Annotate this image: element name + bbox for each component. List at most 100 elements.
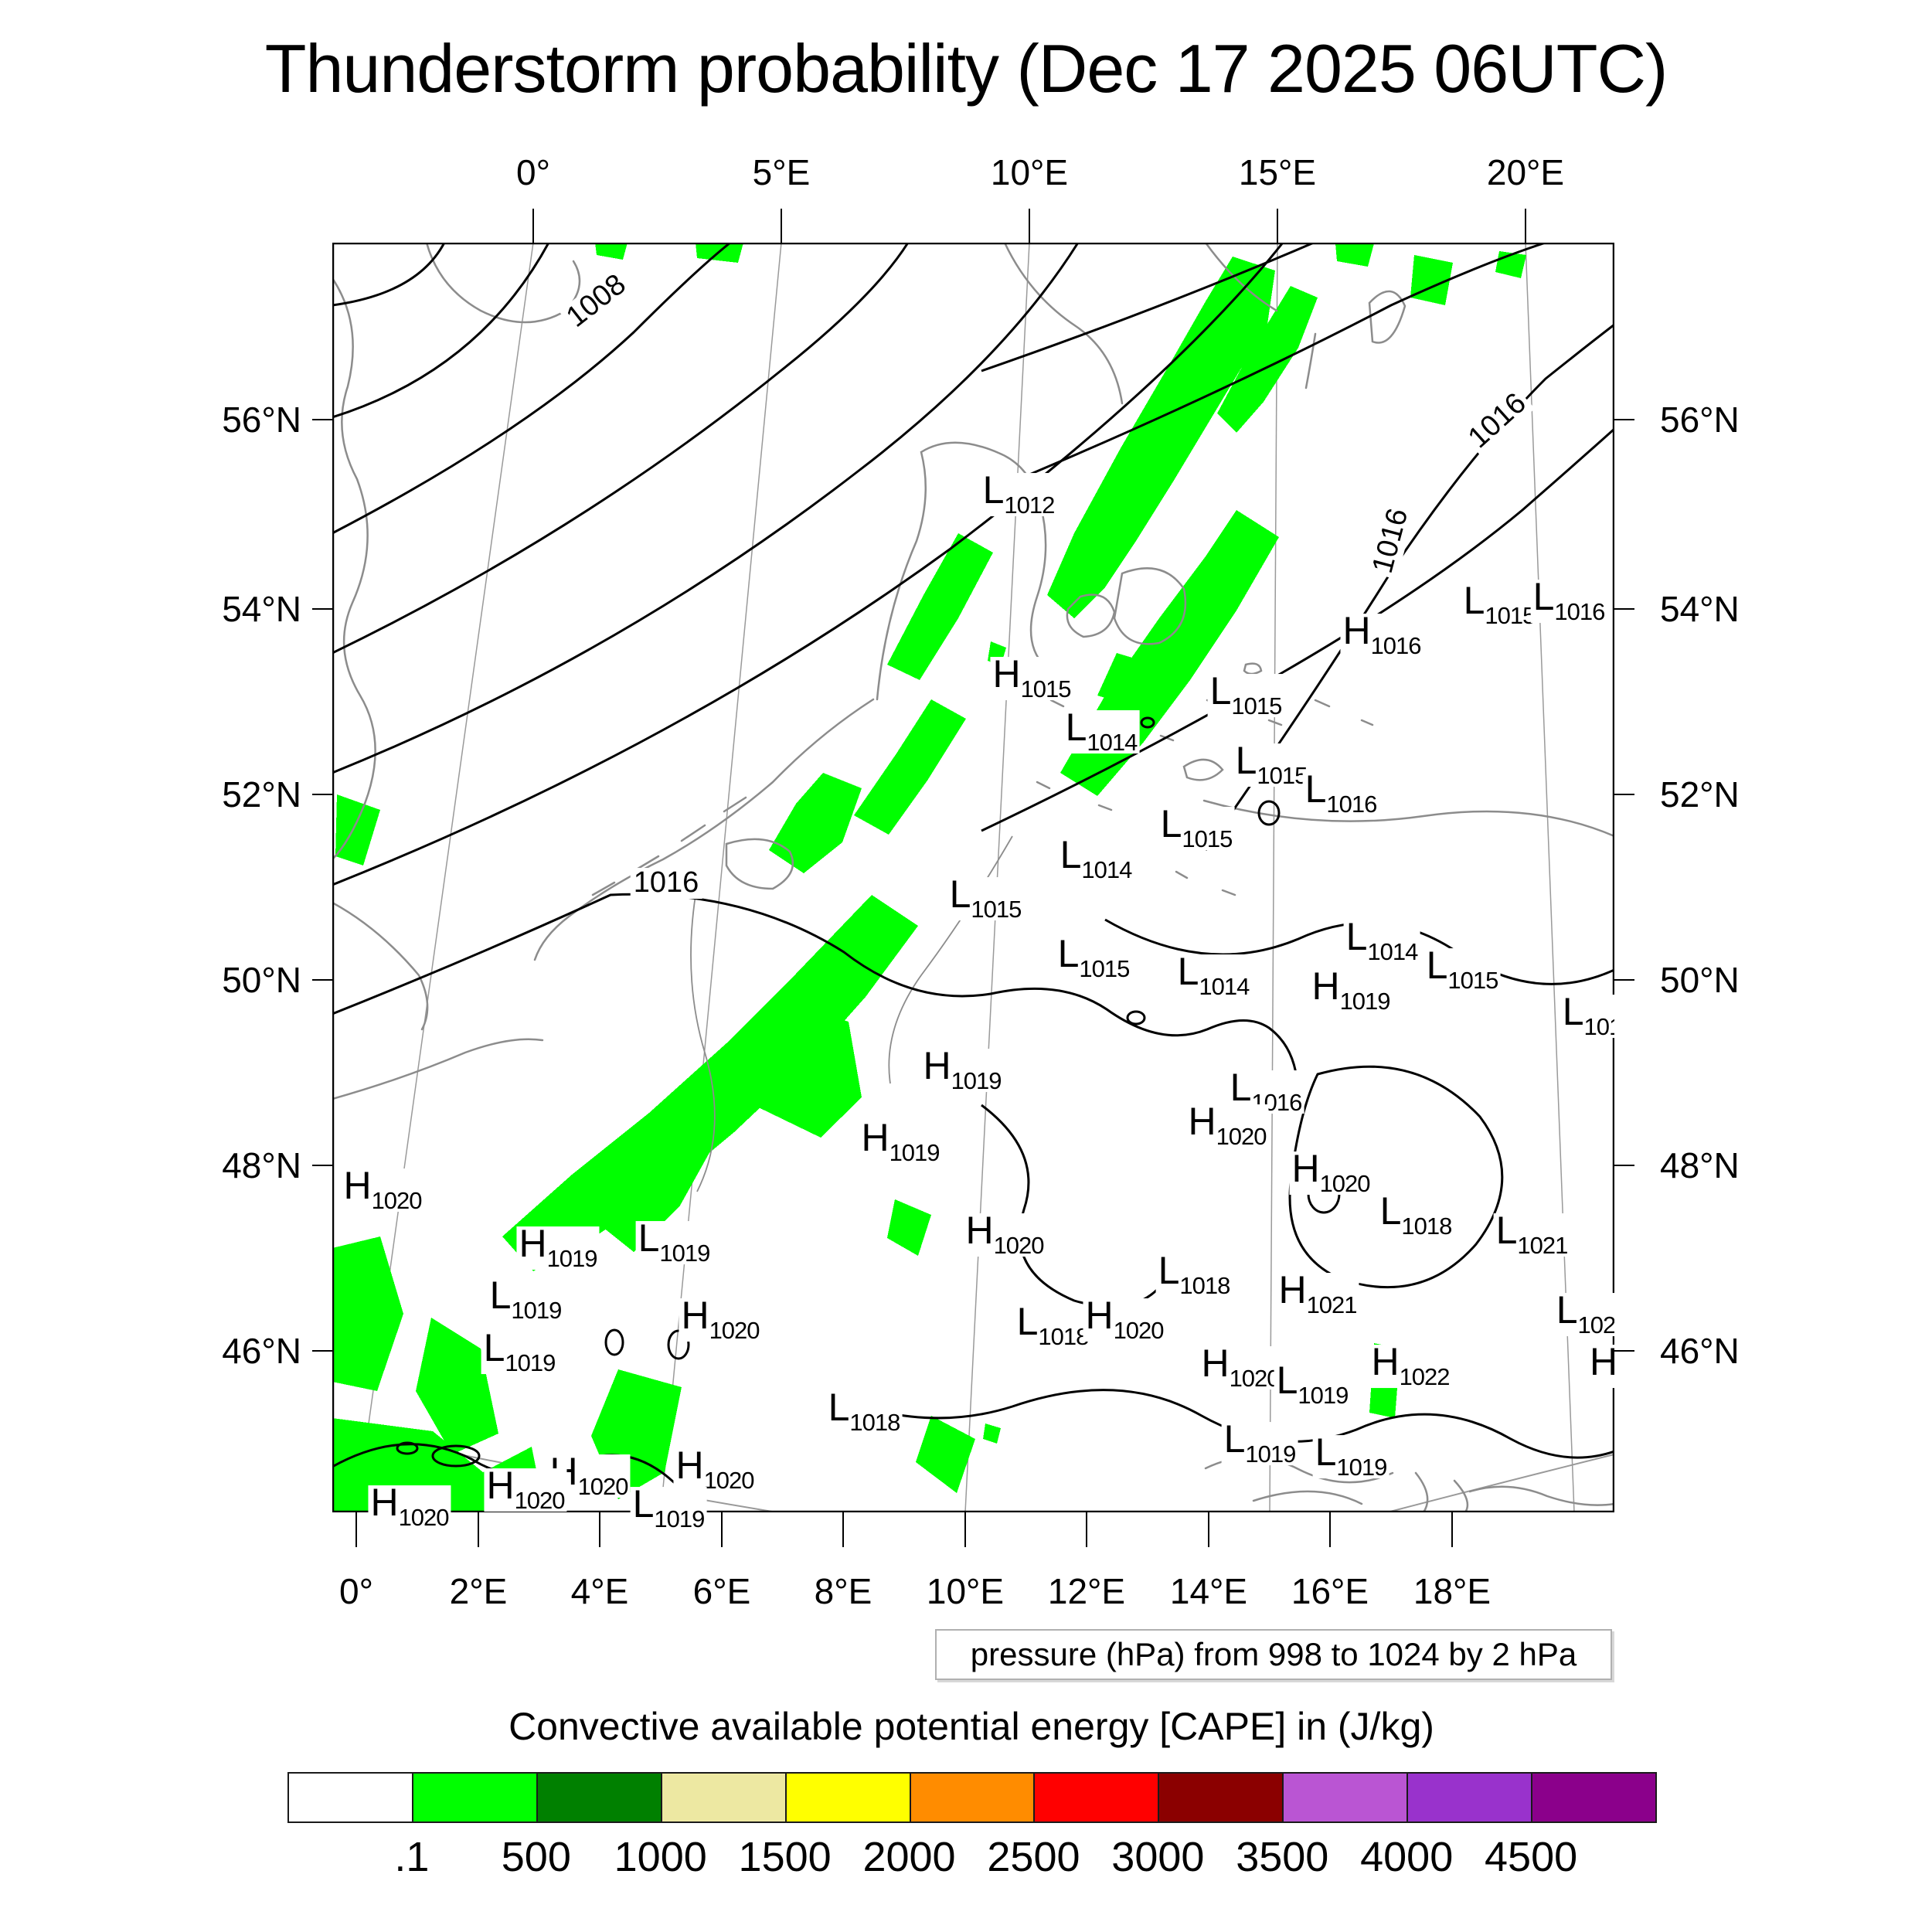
coastline (1243, 662, 1263, 675)
pressure-center-letter: H (681, 1294, 709, 1338)
pressure-center-letter: L (1304, 767, 1327, 811)
colorbar-tick-label: 2500 (987, 1834, 1080, 1880)
bottom-axis-tick (1086, 1512, 1087, 1547)
isobar-closed-contour (396, 1441, 419, 1455)
domain-boundary-arc (1386, 1454, 1614, 1512)
pressure-center-value: 1014 (1087, 729, 1138, 757)
pressure-center-letter: H (343, 1164, 372, 1208)
pressure-center-value: 1020 (993, 1232, 1045, 1260)
pressure-center-letter: H (1291, 1147, 1320, 1191)
pressure-center-letter: L (1177, 950, 1199, 994)
pressure-center-letter: L (1345, 915, 1368, 959)
colorbar-tick-label: 4500 (1485, 1834, 1578, 1880)
pressure-center-letter: H (965, 1209, 994, 1253)
map-canvas (332, 243, 1614, 1512)
pressure-center-label: L1019 (630, 1485, 707, 1531)
pressure-center-label: L1015 (1423, 946, 1501, 992)
pressure-center-value: 1018 (1179, 1272, 1230, 1300)
pressure-center-letter: H (1342, 609, 1371, 653)
cape-filled-area (1217, 286, 1318, 433)
coastline (1368, 290, 1406, 344)
pressure-center-label: L1014 (1057, 835, 1134, 882)
colorbar-tick-label: 2000 (862, 1834, 956, 1880)
pressure-center-label: L1014 (1063, 708, 1140, 757)
pressure-center-value: 1020 (371, 1187, 423, 1215)
pressure-center-value: 1019 (659, 1240, 710, 1267)
bottom-axis-tick (599, 1512, 600, 1547)
pressure-center-letter: L (1158, 1249, 1180, 1293)
top-axis-tick (781, 209, 782, 243)
isobar-contour (1204, 323, 1614, 851)
coastline (533, 698, 875, 961)
bottom-axis-label: 16°E (1291, 1571, 1369, 1611)
coastline (332, 1038, 544, 1100)
pressure-center-label: H1020 (1083, 1296, 1166, 1342)
colorbar-title: Convective available potential energy [C… (509, 1705, 1434, 1748)
pressure-center-label: L1014 (1343, 917, 1420, 964)
pressure-center-label: L1019 (1221, 1420, 1298, 1468)
pressure-center-letter: H (1201, 1342, 1230, 1386)
pressure-center-label: L1021 (1493, 1211, 1570, 1260)
bottom-axis-label: 0° (339, 1571, 373, 1611)
pressure-center-label: H1019 (516, 1224, 600, 1273)
river (690, 885, 716, 1192)
left-axis-tick (312, 1350, 332, 1352)
pressure-center-value: 1019 (1245, 1440, 1296, 1468)
left-axis-tick (312, 1165, 332, 1166)
colorbar-cell (784, 1772, 911, 1823)
pressure-center-label: L1015 (1461, 581, 1538, 628)
isobar-inline-label: 1016 (1461, 386, 1535, 457)
top-axis-label: 15°E (1238, 152, 1317, 192)
top-axis-tick (1525, 209, 1526, 243)
pressure-center-label: H1020 (1185, 1102, 1269, 1148)
coastline (1066, 594, 1116, 638)
pressure-center-letter: H (519, 1222, 547, 1266)
coastline (1202, 799, 1614, 838)
isobar-closed-contour (431, 1444, 481, 1468)
pressure-center-letter: L (1495, 1209, 1518, 1253)
colorbar-tick-label: 4000 (1360, 1834, 1454, 1880)
pressure-center-label: H1020 (341, 1166, 424, 1215)
pressure-legend-box: pressure (hPa) from 998 to 1024 by 2 hPa (935, 1629, 1612, 1680)
pressure-center-value: 1019 (546, 1245, 598, 1273)
cape-filled-area (1097, 653, 1155, 707)
pressure-center-value: 1020 (1229, 1365, 1281, 1393)
top-axis-label: 5°E (752, 152, 811, 192)
pressure-center-letter: H (1311, 964, 1340, 1009)
colorbar-cell (1406, 1772, 1533, 1823)
bottom-axis-tick (964, 1512, 966, 1547)
left-axis-tick (312, 419, 332, 420)
left-axis-label: 56°N (222, 400, 301, 440)
pressure-center-value: 1021 (1517, 1232, 1568, 1260)
pressure-center-value: 1018 (1401, 1213, 1452, 1240)
coastline (332, 901, 429, 1031)
pressure-center-label: H1019 (920, 1046, 1004, 1095)
pressure-center-value: 1020 (398, 1504, 450, 1532)
colorbar-cell (909, 1772, 1036, 1823)
pressure-center-letter: H (486, 1464, 515, 1508)
pressure-center-label: H1019 (1309, 967, 1393, 1015)
bottom-axis-label: 14°E (1169, 1571, 1248, 1611)
bottom-axis-label: 8°E (814, 1571, 872, 1611)
left-axis-label: 54°N (222, 589, 301, 629)
pressure-center-letter: L (1276, 1359, 1298, 1403)
pressure-center-value: 1019 (951, 1067, 1002, 1095)
pressure-center-label: L1015 (1233, 741, 1310, 787)
cape-filled-area (416, 1318, 498, 1454)
bottom-axis-label: 10°E (926, 1571, 1005, 1611)
pressure-center-value: 1020 (1319, 1170, 1371, 1198)
pressure-center-value: 1021 (1306, 1291, 1358, 1319)
top-axis-label: 0° (516, 152, 550, 192)
top-axis-tick (1277, 209, 1278, 243)
pressure-center-value: 1019 (1339, 988, 1391, 1015)
bottom-axis-tick (1329, 1512, 1331, 1547)
pressure-center-value: 1016 (1370, 632, 1422, 660)
cape-filled-area (332, 1236, 403, 1391)
cape-filled-area (887, 1199, 931, 1256)
colorbar-tick-label: 3500 (1236, 1834, 1329, 1880)
pressure-center-letter: H (1085, 1294, 1114, 1338)
pressure-center-letter: L (483, 1326, 505, 1370)
colorbar-cell (660, 1772, 787, 1823)
isobar-contour (332, 243, 1080, 774)
